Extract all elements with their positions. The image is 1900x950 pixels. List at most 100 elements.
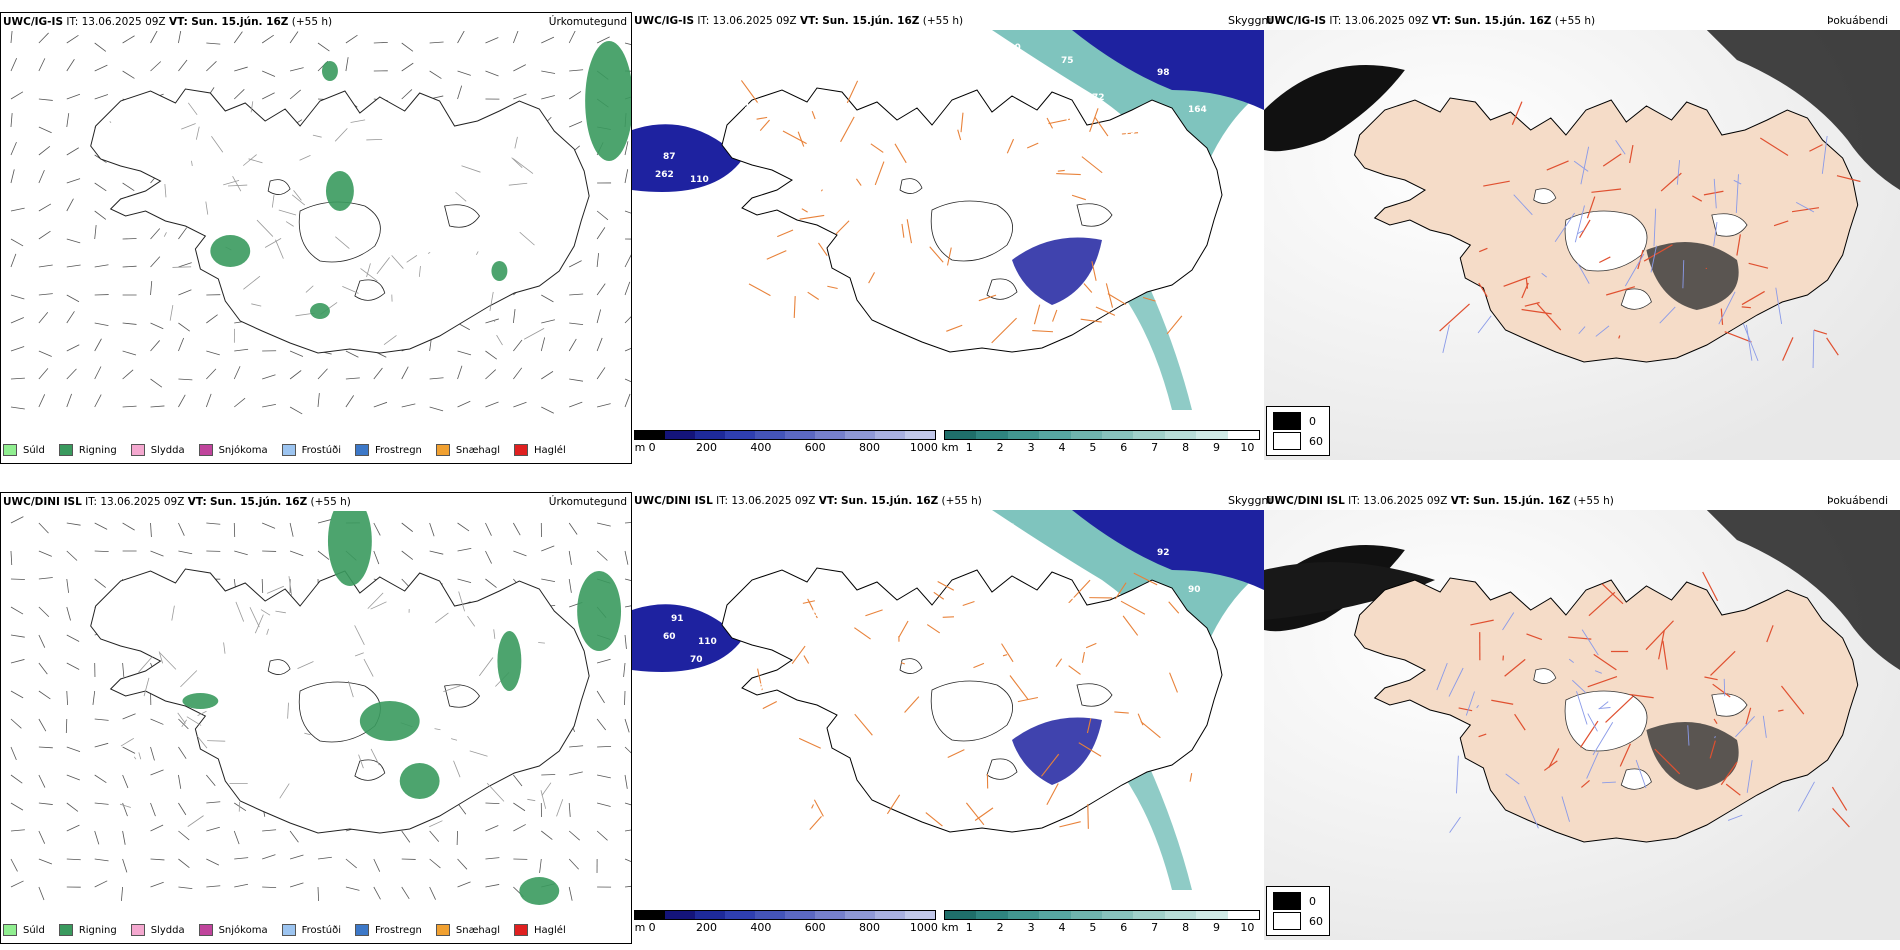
wind-barb <box>401 550 414 560</box>
road <box>1736 234 1741 256</box>
road <box>223 642 226 654</box>
ceiling-value-label: 103 <box>1064 117 1083 127</box>
wind-barb <box>624 690 626 706</box>
road <box>835 220 850 235</box>
wind-barb <box>596 550 608 561</box>
scale-color-step <box>635 911 665 919</box>
road <box>1086 718 1092 734</box>
ceiling-value-label: 524 <box>709 96 728 106</box>
legend-item: Slydda <box>130 444 185 456</box>
model-name: UWC/IG-IS <box>634 15 695 27</box>
fog-map[interactable] <box>1264 510 1900 940</box>
wind-barb <box>122 405 137 408</box>
road <box>819 189 823 193</box>
legend-swatch <box>355 444 369 456</box>
road <box>242 154 257 166</box>
river <box>1650 245 1657 273</box>
road <box>305 285 314 293</box>
wind-barb <box>624 141 629 156</box>
wind-barb <box>373 41 388 44</box>
scale-color-step <box>976 911 1008 919</box>
wind-barb <box>94 578 106 588</box>
wind-barb <box>178 886 193 890</box>
road <box>279 783 290 799</box>
ceiling-scale: m 0 200 400 600 800 1000 <box>634 430 938 462</box>
road <box>181 123 196 130</box>
road <box>223 180 240 186</box>
wind-barb <box>38 858 53 865</box>
iceland-land <box>90 88 590 354</box>
wind-barb <box>66 858 81 861</box>
ceiling-value-label: 83 <box>790 165 803 175</box>
wind-barb <box>345 886 360 891</box>
scale-color-step <box>945 911 977 919</box>
wind-barb <box>206 885 221 888</box>
wind-barb <box>66 294 80 303</box>
road <box>254 614 264 634</box>
wind-barb <box>122 774 129 789</box>
wind-barb <box>10 829 25 832</box>
valid-time: Sun. 15.jún. 16Z <box>841 495 939 507</box>
wind-barb <box>66 606 71 621</box>
road <box>143 677 150 697</box>
scale-tick-label: 600 <box>804 921 826 934</box>
wind-barb <box>10 113 13 128</box>
road <box>196 735 208 749</box>
vis-map[interactable]: 100 142 103 106 132 98 164 133 127 75 72 73 91 87 110 1… <box>632 30 1264 430</box>
legend-item: Slydda <box>130 924 185 936</box>
road <box>1503 275 1531 287</box>
wind-barb <box>38 690 51 700</box>
wind-barb <box>624 634 627 649</box>
fog-legend-value: 0 <box>1309 414 1316 428</box>
visibility-scale: km 1 2 3 4 5 6 7 8 9 10 <box>941 910 1260 942</box>
ceiling-value-label: 97 <box>752 683 765 693</box>
road <box>1826 337 1839 356</box>
scale-color-step <box>976 431 1008 439</box>
road <box>791 645 806 665</box>
it-label: IT: <box>697 15 710 27</box>
lead-time: (+55 h) <box>291 16 333 28</box>
scale-tick-label: 3 <box>1027 921 1035 934</box>
road <box>854 627 871 640</box>
road <box>391 255 404 269</box>
wind-barb <box>150 718 164 725</box>
precip-map[interactable] <box>1 511 631 911</box>
road <box>1618 335 1621 339</box>
road <box>478 657 494 677</box>
scale-color-step <box>1039 431 1071 439</box>
scale-tick-label: 8 <box>1182 441 1190 454</box>
wind-barb <box>624 522 631 524</box>
vis-map[interactable]: 75 78 117 73 116 92 90 91 110 101 97 77 25 60 70 <box>632 510 1264 910</box>
road <box>906 219 913 244</box>
scale-tick-label: 200 <box>695 441 717 454</box>
precip-map[interactable] <box>1 31 631 431</box>
road <box>354 652 364 657</box>
it-label: IT: <box>716 495 729 507</box>
river <box>1714 736 1716 739</box>
vt-label: VT: <box>1431 15 1451 27</box>
road <box>1548 748 1560 768</box>
wind-barb <box>457 85 463 100</box>
wind-barb <box>568 802 571 817</box>
wind-barb <box>10 346 25 352</box>
road <box>1068 665 1081 675</box>
valid-time: Sun. 15.jún. 16Z <box>191 16 289 28</box>
scale-color-step <box>815 431 845 439</box>
road <box>1140 721 1161 739</box>
road <box>1169 672 1178 693</box>
wind-barb <box>38 146 51 156</box>
road <box>1832 807 1850 828</box>
ceiling-value-label: 110 <box>690 175 709 185</box>
road <box>266 628 269 635</box>
road <box>1470 619 1494 626</box>
ceiling-value-label: 116 <box>771 124 790 134</box>
wind-barb <box>457 31 465 44</box>
wind-barb <box>597 403 611 408</box>
model-name: UWC/DINI ISL <box>1266 495 1345 507</box>
wind-barb <box>10 377 25 380</box>
init-time: 13.06.2025 09Z <box>1363 495 1448 507</box>
glacier <box>930 680 1014 742</box>
road <box>493 320 496 323</box>
fog-map[interactable] <box>1264 30 1900 460</box>
scale-color-step <box>1133 431 1165 439</box>
